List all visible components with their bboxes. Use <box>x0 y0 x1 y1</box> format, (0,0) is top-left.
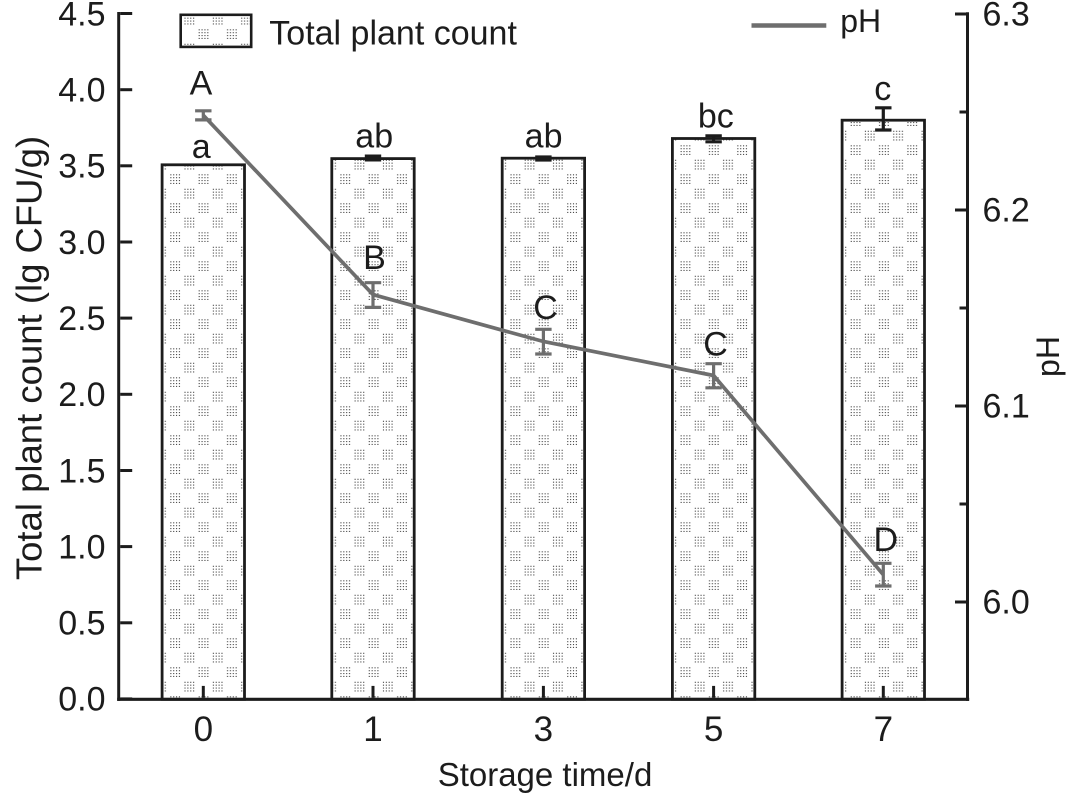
svg-text:3.0: 3.0 <box>58 224 105 262</box>
svg-text:1.5: 1.5 <box>58 452 105 490</box>
svg-text:A: A <box>190 65 213 103</box>
svg-text:7: 7 <box>874 710 893 749</box>
svg-text:4.0: 4.0 <box>58 72 105 110</box>
svg-text:6.1: 6.1 <box>983 388 1030 426</box>
svg-text:c: c <box>874 70 891 108</box>
svg-text:pH: pH <box>1030 336 1066 377</box>
svg-text:1: 1 <box>363 710 382 749</box>
svg-text:3: 3 <box>534 710 553 749</box>
svg-text:6.2: 6.2 <box>983 192 1030 230</box>
svg-text:1.0: 1.0 <box>58 528 105 566</box>
svg-text:0.5: 0.5 <box>58 605 105 643</box>
svg-text:2.0: 2.0 <box>58 376 105 414</box>
svg-text:2.5: 2.5 <box>58 300 105 338</box>
svg-text:0.0: 0.0 <box>58 681 105 719</box>
svg-text:0: 0 <box>194 710 213 749</box>
svg-text:3.5: 3.5 <box>58 148 105 186</box>
svg-text:a: a <box>192 128 211 166</box>
svg-text:bc: bc <box>698 97 734 135</box>
svg-text:4.5: 4.5 <box>58 0 105 33</box>
svg-text:Total plant count: Total plant count <box>269 15 517 53</box>
svg-text:6.0: 6.0 <box>983 584 1030 622</box>
svg-text:ab: ab <box>525 117 563 155</box>
svg-text:ab: ab <box>355 117 393 155</box>
svg-text:C: C <box>703 326 728 364</box>
svg-text:Total plant count (lg CFU/g): Total plant count (lg CFU/g) <box>9 136 50 580</box>
svg-text:pH: pH <box>840 3 881 39</box>
svg-text:Storage time/d: Storage time/d <box>438 756 653 793</box>
svg-text:C: C <box>533 289 558 327</box>
svg-text:D: D <box>874 521 899 559</box>
svg-text:B: B <box>363 239 386 277</box>
svg-text:6.3: 6.3 <box>983 0 1030 34</box>
svg-text:5: 5 <box>704 710 723 749</box>
